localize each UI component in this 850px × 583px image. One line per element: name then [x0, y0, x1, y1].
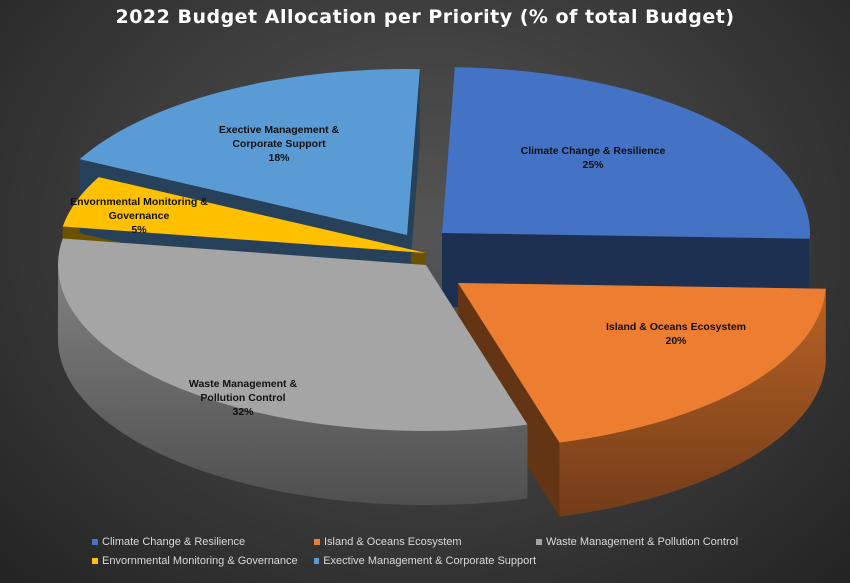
legend-label: Waste Management & Pollution Control — [546, 536, 739, 548]
legend-label: Envornmental Monitoring & Governance — [102, 555, 298, 567]
legend-label: Climate Change & Resilience — [102, 536, 246, 548]
legend-label: Island & Oceans Ecosystem — [324, 536, 462, 548]
pie-slice-climate-change-resilience — [442, 67, 810, 239]
pie-slice-envornmental-monitoring-governance — [62, 177, 426, 253]
legend-label: Exective Management & Corporate Support — [323, 555, 536, 567]
legend-swatch — [314, 558, 320, 564]
pie-slice-waste-management-pollution-control — [57, 238, 528, 431]
pie-slice-island-oceans-ecosystem — [458, 283, 826, 443]
slice-data-label: Envornmental Monitoring & Governance 5% — [70, 196, 208, 236]
slice-data-label: Climate Change & Resilience 25% — [521, 145, 666, 171]
legend-swatch — [536, 539, 542, 545]
legend-item: Envornmental Monitoring & Governance — [92, 555, 314, 567]
slice-cut-wall — [407, 69, 420, 309]
legend: Climate Change & Resilience Island & Ocea… — [92, 536, 832, 567]
legend-swatch — [92, 539, 98, 545]
legend-swatch — [92, 558, 98, 564]
slice-outer-wall — [559, 288, 826, 517]
slice-data-label: Exective Management & Corporate Support 18… — [219, 124, 340, 164]
legend-swatch — [314, 539, 320, 545]
legend-item: Waste Management & Pollution Control — [536, 536, 796, 548]
legend-item: Island & Oceans Ecosystem — [314, 536, 536, 548]
legend-item: Climate Change & Resilience — [92, 536, 314, 548]
slice-outer-wall — [58, 265, 528, 505]
chart-title: 2022 Budget Allocation per Priority (% o… — [115, 6, 735, 28]
pie-top-faces — [57, 67, 826, 443]
slice-data-label: Waste Management & Pollution Control 32% — [189, 378, 298, 418]
legend-item: Exective Management & Corporate Support — [314, 555, 536, 567]
slice-data-label: Island & Oceans Ecosystem 20% — [606, 321, 746, 347]
pie-slice-exective-management-corporate-support — [79, 68, 420, 235]
